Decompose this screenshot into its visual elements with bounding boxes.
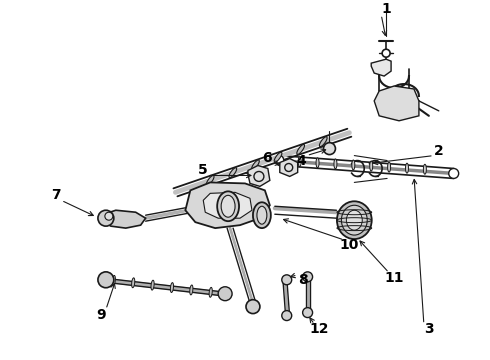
Circle shape (303, 272, 313, 282)
Polygon shape (248, 166, 270, 186)
Text: 7: 7 (51, 188, 61, 202)
Text: 3: 3 (424, 323, 434, 337)
Text: 2: 2 (434, 144, 443, 158)
Text: 12: 12 (310, 323, 329, 337)
Ellipse shape (229, 168, 237, 177)
Ellipse shape (221, 195, 235, 217)
Circle shape (323, 143, 336, 154)
Ellipse shape (209, 287, 212, 297)
Ellipse shape (423, 164, 426, 174)
Circle shape (218, 287, 232, 301)
Ellipse shape (334, 159, 337, 169)
Ellipse shape (132, 278, 135, 288)
Ellipse shape (370, 161, 373, 171)
Circle shape (282, 275, 292, 285)
Text: 9: 9 (96, 307, 106, 321)
Polygon shape (185, 183, 270, 228)
Circle shape (105, 212, 113, 220)
Circle shape (246, 300, 260, 314)
Ellipse shape (297, 144, 304, 154)
Text: 8: 8 (298, 273, 308, 287)
Circle shape (98, 272, 114, 288)
Text: 5: 5 (197, 163, 207, 177)
Text: 4: 4 (297, 154, 307, 167)
Circle shape (303, 308, 313, 318)
Ellipse shape (171, 283, 173, 292)
Ellipse shape (257, 206, 267, 224)
Circle shape (282, 311, 292, 320)
Polygon shape (203, 192, 252, 218)
Circle shape (285, 163, 293, 171)
Ellipse shape (190, 285, 193, 295)
Text: 1: 1 (381, 3, 391, 17)
Text: 10: 10 (340, 238, 359, 252)
Ellipse shape (112, 275, 115, 285)
Ellipse shape (316, 158, 319, 168)
Ellipse shape (217, 192, 239, 221)
Circle shape (98, 210, 114, 226)
Ellipse shape (298, 157, 301, 167)
Ellipse shape (449, 168, 459, 179)
Ellipse shape (319, 137, 327, 147)
Ellipse shape (388, 162, 391, 172)
Ellipse shape (151, 280, 154, 290)
Ellipse shape (274, 152, 282, 162)
Polygon shape (374, 86, 419, 121)
Ellipse shape (253, 202, 271, 228)
Ellipse shape (206, 175, 214, 185)
Polygon shape (371, 59, 391, 76)
Ellipse shape (337, 201, 372, 239)
Text: 6: 6 (262, 150, 271, 165)
Ellipse shape (406, 163, 409, 173)
Ellipse shape (352, 160, 355, 170)
Circle shape (382, 49, 390, 57)
Ellipse shape (346, 210, 362, 230)
Ellipse shape (276, 156, 284, 166)
Text: 11: 11 (384, 271, 404, 285)
Ellipse shape (342, 205, 367, 235)
Polygon shape (101, 210, 146, 228)
Ellipse shape (251, 160, 259, 170)
Polygon shape (280, 158, 297, 176)
Circle shape (254, 171, 264, 181)
